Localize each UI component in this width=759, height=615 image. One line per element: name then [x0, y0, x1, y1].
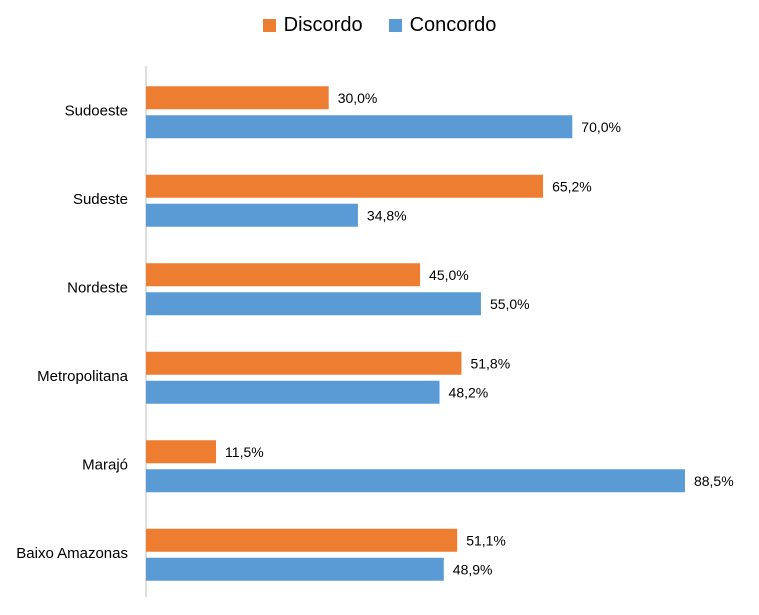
bar-concordo-baixo-amazonas [146, 557, 444, 581]
data-label-discordo-baixo-amazonas: 51,1% [466, 532, 506, 548]
bar-concordo-sudeste [146, 203, 358, 227]
data-label-concordo-nordeste: 55,0% [490, 296, 530, 312]
data-label-discordo-sudeste: 65,2% [552, 178, 592, 194]
data-label-discordo-sudoeste: 30,0% [338, 90, 378, 106]
bar-discordo-marajo [146, 440, 217, 464]
bar-discordo-metropolitana [146, 351, 462, 375]
bar-discordo-sudeste [146, 174, 544, 198]
legend-label-concordo: Concordo [409, 14, 497, 36]
data-label-concordo-metropolitana: 48,2% [449, 384, 489, 400]
data-label-concordo-sudoeste: 70,0% [581, 119, 621, 135]
category-label-sudeste: Sudeste [73, 191, 128, 208]
legend-item-discordo: Discordo [262, 14, 363, 37]
category-label-metropolitana: Metropolitana [37, 368, 129, 385]
legend-label-discordo: Discordo [283, 14, 363, 36]
data-label-discordo-metropolitana: 51,8% [470, 355, 510, 371]
category-label-marajo: Marajó [82, 456, 128, 473]
data-label-discordo-nordeste: 45,0% [429, 267, 469, 283]
legend-swatch-concordo [388, 19, 402, 32]
bar-concordo-nordeste [146, 292, 481, 316]
legend-item-concordo: Concordo [388, 14, 497, 37]
legend-swatch-discordo [262, 19, 276, 32]
bar-concordo-sudoeste [146, 115, 573, 139]
data-label-concordo-marajo: 88,5% [694, 473, 734, 489]
legend: Discordo Concordo [0, 14, 759, 37]
category-label-nordeste: Nordeste [67, 279, 128, 296]
category-label-baixo-amazonas: Baixo Amazonas [16, 545, 128, 562]
data-label-concordo-sudeste: 34,8% [367, 207, 407, 223]
bar-discordo-nordeste [146, 263, 421, 287]
bar-concordo-marajo [146, 469, 685, 493]
data-label-concordo-baixo-amazonas: 48,9% [453, 561, 493, 577]
bar-concordo-metropolitana [146, 380, 440, 404]
data-label-discordo-marajo: 11,5% [225, 444, 264, 460]
bar-discordo-sudoeste [146, 86, 329, 110]
category-label-sudoeste: Sudoeste [65, 102, 128, 119]
bar-discordo-baixo-amazonas [146, 528, 458, 552]
